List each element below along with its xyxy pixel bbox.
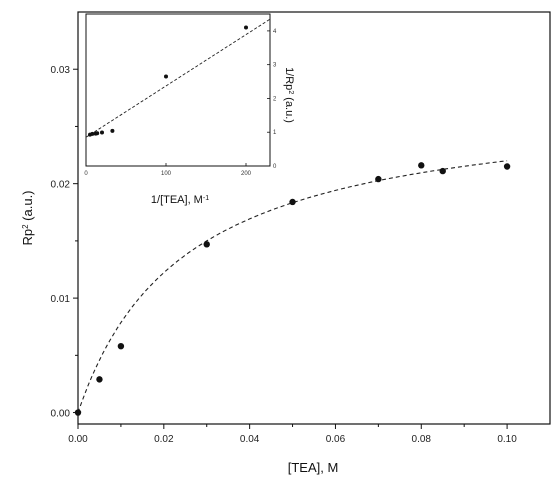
data-point bbox=[418, 162, 425, 169]
inset-points bbox=[88, 25, 248, 137]
inset-data-point bbox=[95, 131, 100, 136]
inset-data-point bbox=[110, 128, 115, 133]
data-point bbox=[289, 198, 296, 206]
data-point bbox=[74, 409, 82, 416]
data-point bbox=[203, 241, 210, 248]
x-tick-label: 0.10 bbox=[497, 434, 517, 445]
y-tick-label: 0.03 bbox=[51, 65, 71, 76]
x-tick-label: 0.04 bbox=[240, 434, 260, 445]
main-fit bbox=[77, 160, 508, 413]
y-axis-title: Rp2 (a.u.) bbox=[20, 190, 35, 245]
main-plot-frame bbox=[77, 11, 551, 425]
inset-data-point bbox=[164, 74, 168, 79]
inset-fit-line bbox=[85, 18, 271, 138]
inset-y-tick-label: 0 bbox=[273, 164, 277, 170]
inset-y-tick-label: 4 bbox=[273, 29, 277, 35]
x-tick-label: 0.02 bbox=[154, 434, 174, 445]
fit-curve bbox=[77, 160, 508, 413]
inset-fit bbox=[85, 18, 271, 138]
x-tick-label: 0.08 bbox=[412, 434, 432, 445]
y-tick-label: 0.00 bbox=[51, 409, 71, 420]
inset-data-point bbox=[244, 25, 248, 30]
inset-data-point bbox=[90, 131, 95, 136]
x-tick-label: 0.00 bbox=[68, 434, 88, 445]
inset-data-point bbox=[100, 130, 104, 135]
inset-x-tick-label: 0 bbox=[84, 171, 88, 177]
data-point bbox=[439, 167, 446, 175]
inset-y-axis-title: 1/Rp2 (a.u.) bbox=[283, 67, 295, 123]
inset-y-tick-label: 2 bbox=[273, 96, 277, 102]
y-tick-label: 0.01 bbox=[51, 294, 71, 305]
data-point bbox=[117, 342, 125, 350]
y-tick-label: 0.02 bbox=[51, 180, 71, 191]
data-point bbox=[96, 376, 103, 383]
inset-x-axis-title: 1/[TEA], M-1 bbox=[151, 194, 209, 206]
inset-ticks: 0 100 200 0 1 2 3 4 bbox=[84, 29, 277, 177]
x-tick-label: 0.06 bbox=[326, 434, 346, 445]
inset-x-tick-label: 200 bbox=[241, 171, 252, 177]
inset-y-tick-label: 1 bbox=[273, 130, 277, 136]
main-ticks: 0.00 0.02 0.04 0.06 0.08 0.10 0.00 0.01 0.02 0.03 bbox=[51, 65, 518, 445]
inset-y-tick-label: 3 bbox=[273, 63, 277, 69]
data-point bbox=[503, 163, 511, 170]
x-axis-title: [TEA], M bbox=[288, 460, 339, 475]
main-points bbox=[74, 162, 511, 416]
inset-x-tick-label: 100 bbox=[161, 171, 172, 177]
data-point bbox=[375, 175, 382, 183]
